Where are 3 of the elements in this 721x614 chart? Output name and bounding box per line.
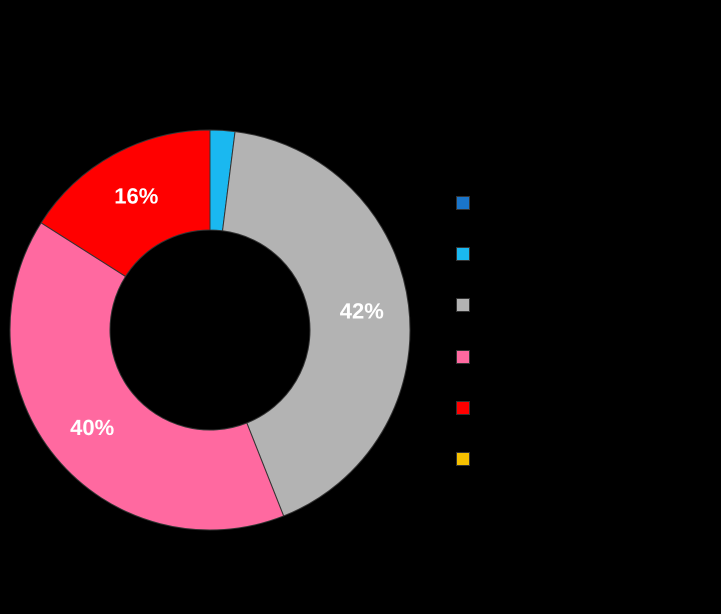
data-label: 40% — [70, 415, 114, 440]
data-label: 16% — [114, 183, 158, 208]
data-label: 42% — [340, 298, 384, 324]
